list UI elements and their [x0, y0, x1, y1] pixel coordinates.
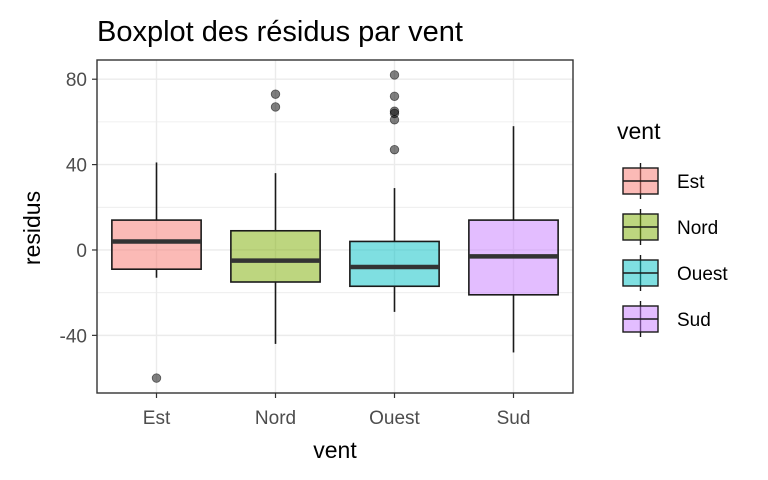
x-tick-label: Est [143, 408, 171, 429]
x-axis-title: vent [313, 437, 357, 463]
box-nord [230, 89, 321, 344]
outlier-point [389, 144, 400, 155]
x-tick-label: Ouest [369, 408, 420, 429]
box-sud [468, 126, 559, 353]
outlier-point [270, 102, 281, 112]
outlier-point [151, 373, 162, 383]
box-iqr [230, 229, 321, 283]
box-est [111, 162, 202, 383]
y-tick-label: 0 [76, 241, 87, 262]
outlier-point [389, 106, 400, 116]
legend-item-est: Est [622, 163, 705, 199]
outlier-point [389, 70, 400, 80]
x-tick-label: Sud [497, 408, 531, 429]
panel-border [96, 59, 574, 394]
plot-area: -40 0 40 80 Est Nord Ouest Sud [60, 59, 574, 429]
outlier-point [389, 91, 400, 101]
legend-item-ouest: Ouest [622, 255, 728, 291]
chart-title: Boxplot des résidus par vent [97, 16, 463, 48]
legend-label: Ouest [677, 264, 728, 285]
box-iqr [111, 219, 202, 270]
box-iqr [349, 240, 440, 288]
legend-title: vent [617, 118, 661, 144]
outlier-point [270, 89, 281, 99]
box-ouest [349, 70, 440, 312]
y-tick-label: 40 [66, 156, 87, 177]
legend: Est Nord Ouest Sud [622, 163, 728, 337]
legend-label: Est [677, 172, 705, 193]
legend-item-nord: Nord [622, 209, 718, 245]
legend-label: Sud [677, 310, 711, 331]
y-axis-title: residus [19, 191, 45, 265]
legend-item-sud: Sud [622, 301, 711, 337]
legend-label: Nord [677, 218, 718, 239]
x-tick-label: Nord [255, 408, 296, 429]
y-tick-label: 80 [66, 70, 87, 91]
y-tick-label: -40 [60, 326, 87, 347]
